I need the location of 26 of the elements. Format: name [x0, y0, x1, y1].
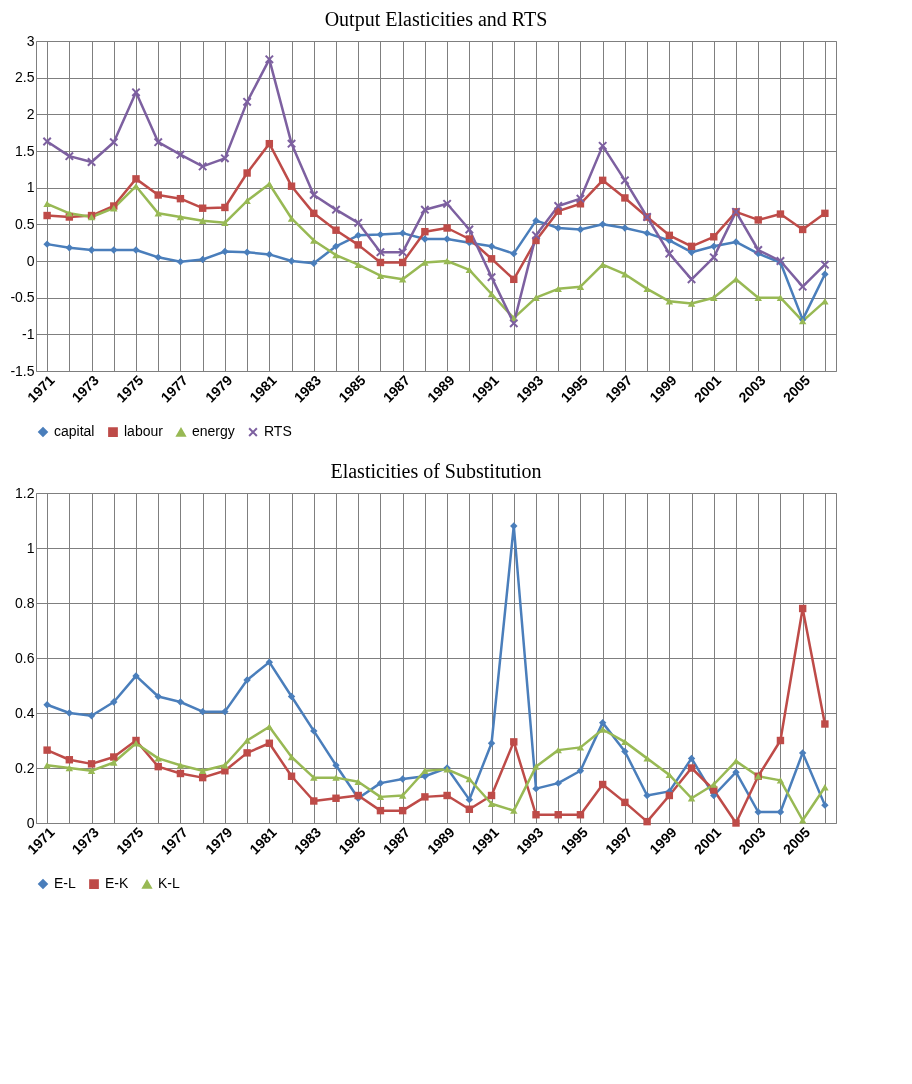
- legend-label: labour: [124, 423, 164, 440]
- legend-label: E-K: [105, 875, 129, 892]
- legend-label: RTS: [264, 423, 292, 440]
- chart-title: Output Elasticities and RTS: [324, 8, 548, 31]
- y-tick-label: 0.6: [15, 649, 35, 666]
- y-tick-label: 0: [26, 252, 35, 269]
- chart-title: Elasticities of Substitution: [330, 460, 542, 482]
- y-tick-label: 0.5: [15, 215, 35, 232]
- y-tick-label: 2: [26, 105, 35, 122]
- y-tick-label: -1.5: [10, 362, 35, 379]
- y-tick-label: 0.4: [15, 704, 35, 721]
- y-tick-label: 2.5: [15, 69, 35, 86]
- y-tick-label: -0.5: [10, 289, 35, 306]
- y-tick-label: 1: [26, 179, 35, 196]
- y-tick-label: -1: [22, 325, 35, 342]
- y-tick-label: 3: [26, 32, 35, 49]
- y-tick-label: 0.8: [15, 594, 35, 611]
- legend-label: K-L: [158, 875, 180, 892]
- legend-label: energy: [192, 423, 235, 440]
- y-tick-label: 1: [26, 539, 35, 556]
- legend-label: E-L: [54, 875, 76, 892]
- y-tick-label: 0: [26, 814, 35, 831]
- legend-label: capital: [54, 423, 95, 440]
- y-tick-label: 1.2: [15, 484, 35, 501]
- y-tick-label: 0.2: [15, 759, 35, 776]
- y-tick-label: 1.5: [15, 142, 35, 159]
